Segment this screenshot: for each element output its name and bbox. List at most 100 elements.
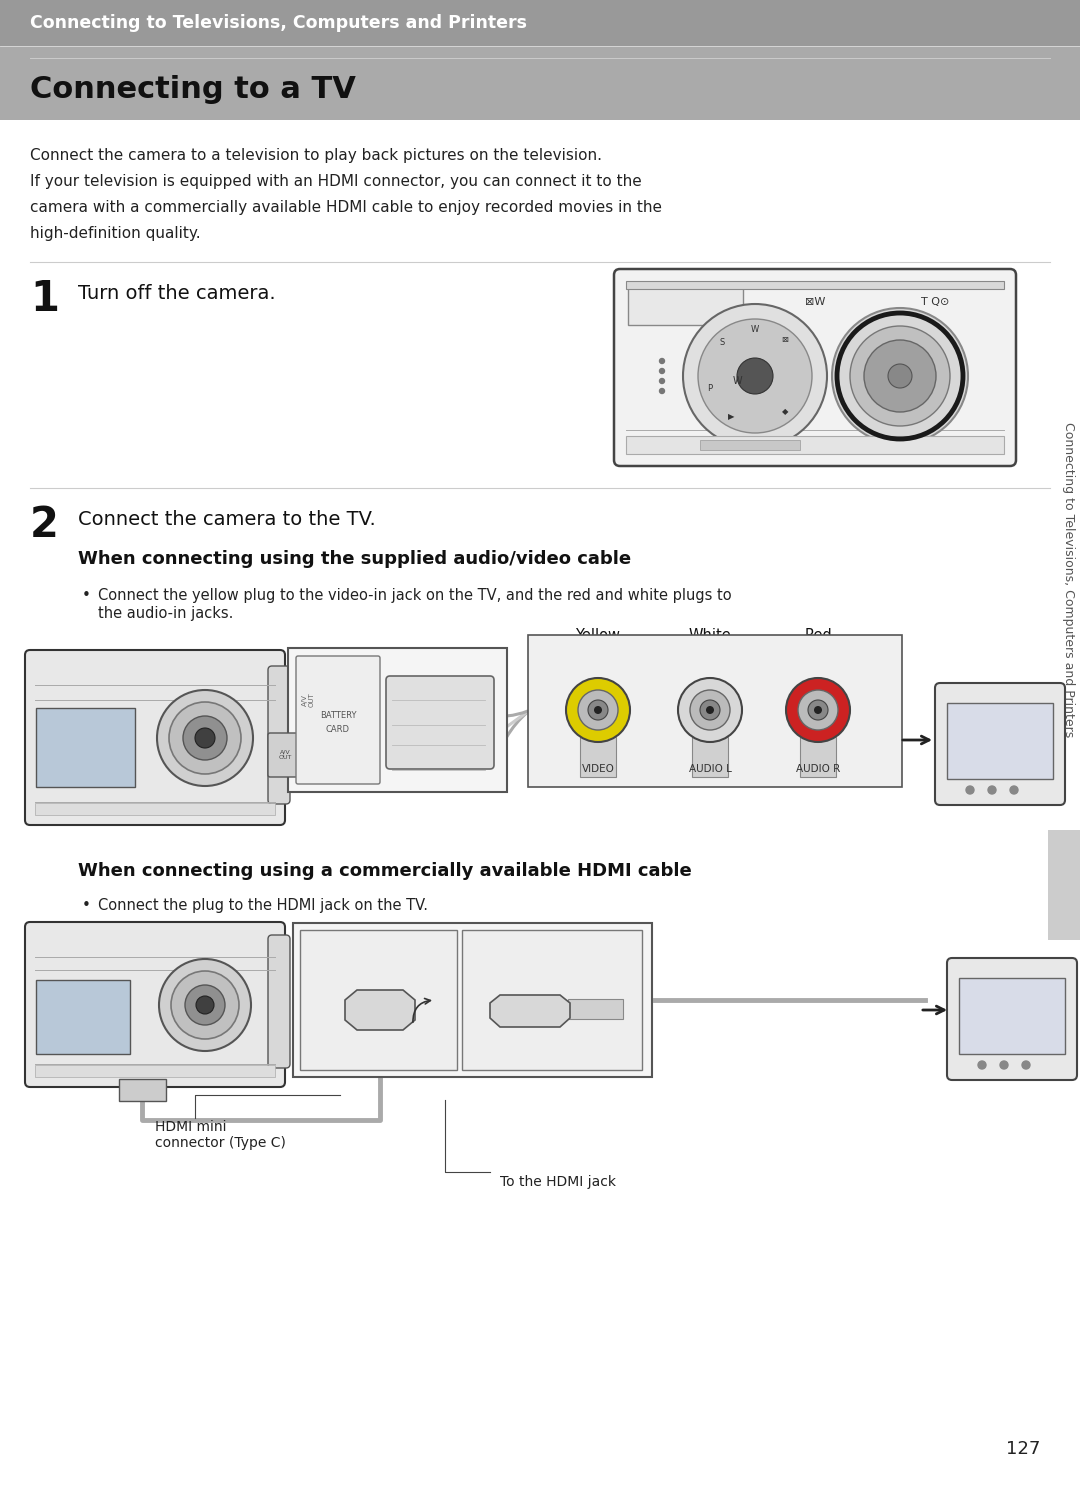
FancyBboxPatch shape — [268, 935, 291, 1068]
Text: W: W — [733, 376, 743, 386]
Circle shape — [1022, 1061, 1030, 1068]
FancyBboxPatch shape — [288, 648, 507, 792]
Text: ▶: ▶ — [728, 412, 734, 421]
Text: CARD: CARD — [326, 725, 350, 734]
Text: AUDIO R: AUDIO R — [796, 764, 840, 774]
Circle shape — [700, 700, 720, 721]
Text: Connecting to Televisions, Computers and Printers: Connecting to Televisions, Computers and… — [1062, 422, 1075, 737]
Text: When connecting using a commercially available HDMI cable: When connecting using a commercially ava… — [78, 862, 692, 880]
Text: Connect the camera to the TV.: Connect the camera to the TV. — [78, 510, 376, 529]
Circle shape — [683, 305, 827, 447]
Text: 1: 1 — [30, 278, 59, 319]
Circle shape — [594, 706, 602, 713]
Text: To the HDMI jack: To the HDMI jack — [500, 1175, 616, 1189]
Text: •: • — [82, 588, 91, 603]
FancyBboxPatch shape — [462, 930, 642, 1070]
Bar — [1048, 831, 1080, 941]
Text: A/V
OUT: A/V OUT — [279, 749, 292, 761]
Text: AUDIO L: AUDIO L — [689, 764, 731, 774]
FancyBboxPatch shape — [959, 978, 1065, 1054]
Text: VIDEO: VIDEO — [581, 764, 615, 774]
Text: Connect the camera to a television to play back pictures on the television.: Connect the camera to a television to pl… — [30, 149, 602, 163]
Text: HDMI mini: HDMI mini — [156, 1120, 227, 1134]
Circle shape — [798, 690, 838, 730]
Circle shape — [832, 308, 968, 444]
Circle shape — [706, 706, 714, 713]
Text: Connecting to a TV: Connecting to a TV — [30, 76, 356, 104]
Circle shape — [786, 678, 850, 742]
Text: When connecting using the supplied audio/video cable: When connecting using the supplied audio… — [78, 550, 631, 568]
FancyBboxPatch shape — [528, 635, 902, 788]
Text: T Q⊙: T Q⊙ — [921, 297, 949, 308]
Bar — [35, 802, 275, 814]
FancyBboxPatch shape — [947, 703, 1053, 779]
Circle shape — [660, 358, 664, 364]
Circle shape — [660, 369, 664, 373]
FancyBboxPatch shape — [268, 733, 302, 777]
Text: the audio-in jacks.: the audio-in jacks. — [98, 606, 233, 621]
Bar — [626, 435, 1004, 455]
Circle shape — [195, 728, 215, 747]
FancyBboxPatch shape — [627, 282, 743, 325]
Text: Connect the plug to the HDMI jack on the TV.: Connect the plug to the HDMI jack on the… — [98, 898, 428, 912]
Text: Connecting to Televisions, Computers and Printers: Connecting to Televisions, Computers and… — [30, 13, 527, 33]
Bar — [700, 440, 800, 450]
Circle shape — [588, 700, 608, 721]
Polygon shape — [490, 996, 570, 1027]
FancyBboxPatch shape — [25, 921, 285, 1086]
Bar — [35, 1065, 275, 1077]
Circle shape — [566, 678, 630, 742]
Circle shape — [157, 690, 253, 786]
FancyBboxPatch shape — [947, 958, 1077, 1080]
Circle shape — [988, 786, 996, 794]
Circle shape — [888, 364, 912, 388]
Circle shape — [864, 340, 936, 412]
Circle shape — [195, 996, 214, 1013]
Polygon shape — [345, 990, 415, 1030]
FancyBboxPatch shape — [386, 676, 494, 768]
Circle shape — [698, 319, 812, 432]
Text: •: • — [82, 898, 91, 912]
Text: ◆: ◆ — [782, 407, 788, 416]
FancyBboxPatch shape — [36, 979, 130, 1054]
Circle shape — [660, 379, 664, 383]
Circle shape — [183, 716, 227, 759]
Bar — [580, 737, 616, 777]
Text: 127: 127 — [1005, 1440, 1040, 1458]
Circle shape — [1010, 786, 1018, 794]
Bar — [0, 0, 1080, 46]
Text: camera with a commercially available HDMI cable to enjoy recorded movies in the: camera with a commercially available HDM… — [30, 201, 662, 215]
Text: 2: 2 — [30, 504, 59, 545]
FancyBboxPatch shape — [300, 930, 457, 1070]
Circle shape — [808, 700, 828, 721]
Text: S: S — [719, 339, 725, 348]
Circle shape — [814, 706, 822, 713]
Text: P: P — [707, 383, 712, 392]
Circle shape — [1000, 1061, 1008, 1068]
Bar — [626, 281, 1004, 288]
Text: Red: Red — [805, 629, 832, 643]
FancyBboxPatch shape — [268, 666, 291, 804]
Text: A/V
OUT: A/V OUT — [301, 692, 314, 707]
Text: high-definition quality.: high-definition quality. — [30, 226, 201, 241]
FancyBboxPatch shape — [296, 655, 380, 785]
FancyBboxPatch shape — [119, 1079, 166, 1101]
Circle shape — [690, 690, 730, 730]
Text: Connect the yellow plug to the video-in jack on the TV, and the red and white pl: Connect the yellow plug to the video-in … — [98, 588, 731, 603]
Circle shape — [171, 970, 239, 1039]
Circle shape — [978, 1061, 986, 1068]
Text: Yellow: Yellow — [576, 629, 621, 643]
Text: White: White — [689, 629, 731, 643]
Text: ⊠: ⊠ — [782, 336, 788, 345]
Circle shape — [159, 958, 251, 1051]
Circle shape — [850, 325, 950, 426]
FancyBboxPatch shape — [25, 649, 285, 825]
Text: BATTERY: BATTERY — [320, 710, 356, 719]
FancyBboxPatch shape — [36, 707, 135, 788]
Circle shape — [185, 985, 225, 1025]
Circle shape — [678, 678, 742, 742]
Bar — [692, 737, 728, 777]
Bar — [0, 46, 1080, 120]
Text: W: W — [751, 324, 759, 333]
Circle shape — [737, 358, 773, 394]
